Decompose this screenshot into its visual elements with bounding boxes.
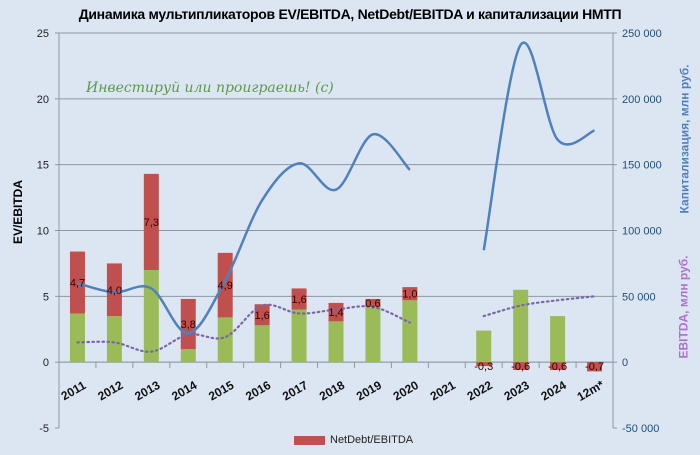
data-label: 1,4: [328, 307, 343, 319]
ebitda-line: [76, 303, 411, 353]
bar-green: [180, 349, 196, 363]
data-label: 4,9: [218, 280, 233, 292]
y-tick-label: 15: [37, 160, 49, 172]
data-label: 4,7: [70, 278, 85, 290]
x-tick-label: 2017: [280, 378, 310, 404]
y2-tick-label: 0: [622, 357, 628, 369]
bar-netdebt: [106, 263, 122, 317]
bar-netdebt: [402, 287, 418, 301]
bar-green: [106, 316, 122, 363]
bar-netdebt: [328, 302, 344, 322]
y-tick-label: 20: [37, 94, 49, 106]
y-tick-label: -5: [39, 423, 49, 435]
y2-tick-label: 200 000: [622, 94, 662, 106]
x-tick-label: 2019: [354, 378, 384, 404]
y2-tick-label: 150 000: [622, 160, 662, 172]
legend-swatch-netdebt: [294, 435, 325, 445]
legend-label-netdebt: NetDebt/EBITDA: [330, 434, 414, 446]
y-tick-label: 5: [43, 291, 49, 303]
y2-tick-label: 100 000: [622, 226, 662, 238]
y-tick-label: 25: [37, 28, 49, 40]
bar-green: [254, 325, 270, 363]
bar-green: [69, 313, 85, 363]
bar-green: [328, 321, 344, 363]
x-tick-label: 2020: [391, 378, 421, 404]
legend: NetDebt/EBITDA: [294, 434, 413, 446]
x-tick-label: 2023: [502, 378, 532, 404]
x-tick-label: 2012: [95, 378, 125, 404]
bar-netdebt: [291, 288, 307, 310]
bar-green: [550, 316, 566, 363]
bar-netdebt: [587, 362, 603, 372]
bar-netdebt: [254, 304, 270, 326]
x-tick-label: 12m*: [575, 377, 607, 404]
bar-netdebt: [69, 251, 85, 314]
data-label: -0,3: [474, 361, 493, 373]
bar-green: [291, 309, 307, 363]
bar-netdebt: [217, 252, 233, 318]
y2-tick-label: 250 000: [622, 28, 662, 40]
bar-green: [476, 330, 492, 363]
chart-title: Динамика мультипликаторов EV/EBITDA, Net…: [78, 6, 622, 22]
ebitda-line: [482, 295, 596, 318]
capitalization-line: [482, 41, 596, 251]
y2-tick-label: 50 000: [622, 291, 656, 303]
bar-green: [365, 306, 381, 363]
x-tick-label: 2014: [169, 378, 199, 404]
x-tick-label: 2022: [465, 378, 495, 404]
data-label: 7,3: [144, 217, 159, 229]
x-tick-label: 2016: [243, 378, 273, 404]
x-tick-label: 2024: [539, 378, 569, 404]
bar-green: [217, 317, 233, 363]
y2-tick-label: -50 000: [622, 423, 659, 435]
data-label: 1,0: [402, 289, 417, 301]
data-label: 0,6: [365, 298, 380, 310]
data-label: -0,6: [548, 361, 567, 373]
x-tick-label: 2018: [317, 378, 347, 404]
x-tick-label: 2011: [59, 378, 89, 403]
bar-green: [513, 289, 529, 363]
data-label: 1,6: [254, 310, 269, 322]
y-tick-label: 0: [43, 357, 49, 369]
data-label: -0,6: [511, 361, 530, 373]
y-tick-label: 10: [37, 226, 49, 238]
bar-netdebt: [513, 362, 529, 371]
x-tick-label: 2015: [206, 378, 236, 404]
bar-netdebt: [550, 362, 566, 371]
data-label: 3,8: [181, 319, 196, 331]
bar-netdebt: [365, 298, 381, 307]
watermark-text: Инвестируй или проиграешь! (с): [86, 80, 334, 96]
bar-green: [143, 270, 159, 363]
data-label: 4,0: [107, 285, 122, 297]
x-tick-label: 2013: [132, 378, 162, 404]
x-tick-label: 2021: [428, 378, 458, 404]
data-label: 1,6: [291, 294, 306, 306]
capitalization-line: [77, 133, 411, 335]
bar-netdebt: [143, 173, 159, 270]
bar-green: [402, 300, 418, 363]
data-label: -0,7: [585, 361, 604, 373]
bar-netdebt: [476, 362, 492, 367]
